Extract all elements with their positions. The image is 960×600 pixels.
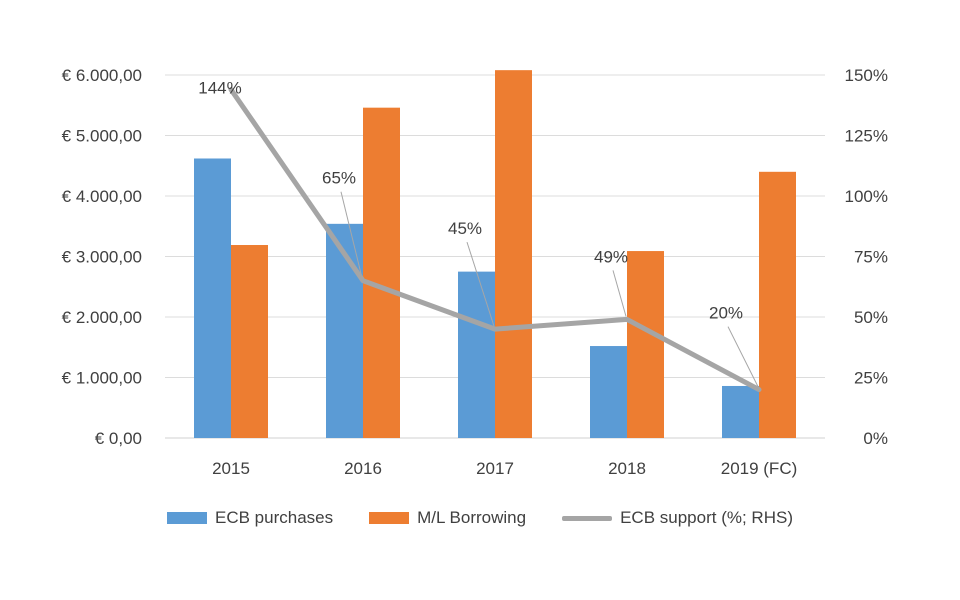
axis-ticks: € 0,00 0% € 1.000,00 25% € 2.000,00 50% € 3.00…: [62, 66, 888, 478]
support-line: [228, 87, 762, 393]
x-tick-label: 2016: [344, 459, 382, 478]
data-label: 144%: [198, 79, 241, 98]
legend-swatch-ecb-support: [562, 515, 613, 521]
y-left-tick-label: € 6.000,00: [62, 66, 142, 85]
bar-ecb-purchases: [194, 158, 231, 439]
x-tick-label: 2017: [476, 459, 514, 478]
label-leader-line: [466, 241, 495, 327]
legend-item-ml-borrowing: M/L Borrowing: [369, 508, 526, 528]
bar-m-l-borrowing: [231, 245, 268, 438]
data-label: 45%: [448, 219, 482, 238]
bar-m-l-borrowing: [363, 107, 400, 439]
legend-item-ecb-support: ECB support (%; RHS): [562, 508, 793, 528]
y-left-tick-label: € 0,00: [95, 429, 142, 448]
bars: [194, 70, 796, 439]
y-right-tick-label: 25%: [854, 369, 888, 388]
label-leader-line: [727, 326, 759, 387]
bar-m-l-borrowing: [759, 171, 796, 439]
y-right-tick-label: 150%: [845, 66, 888, 85]
legend: ECB purchases M/L Borrowing ECB support …: [0, 503, 960, 533]
label-leader-line: [612, 270, 627, 317]
x-tick-label: 2018: [608, 459, 646, 478]
y-left-tick-label: € 2.000,00: [62, 308, 142, 327]
data-label: 49%: [594, 247, 628, 266]
bar-ecb-purchases: [326, 223, 363, 438]
y-left-tick-label: € 3.000,00: [62, 248, 142, 267]
label-leader-line: [340, 191, 363, 278]
line-ecb-support: [228, 87, 762, 393]
legend-label-ecb-support: ECB support (%; RHS): [620, 508, 793, 527]
bar-m-l-borrowing: [495, 70, 532, 438]
x-tick-label: 2019 (FC): [721, 459, 798, 478]
legend-item-ecb-purchases: ECB purchases: [167, 508, 333, 528]
data-label: 20%: [709, 304, 743, 323]
x-tick-label: 2015: [212, 459, 250, 478]
bar-ecb-purchases: [458, 271, 495, 438]
y-right-tick-label: 125%: [845, 127, 888, 146]
y-right-tick-label: 100%: [845, 187, 888, 206]
bar-m-l-borrowing: [627, 251, 664, 438]
y-left-tick-label: € 5.000,00: [62, 127, 142, 146]
data-label: 65%: [322, 169, 356, 188]
y-left-tick-label: € 1.000,00: [62, 369, 142, 388]
y-left-tick-label: € 4.000,00: [62, 187, 142, 206]
legend-swatch-ecb-purchases: [167, 512, 207, 524]
y-right-tick-label: 50%: [854, 308, 888, 327]
label-leaders: [340, 191, 759, 387]
bar-ecb-purchases: [722, 385, 759, 438]
y-right-tick-label: 75%: [854, 248, 888, 267]
bar-ecb-purchases: [590, 346, 627, 438]
legend-label-ecb-purchases: ECB purchases: [215, 508, 334, 527]
legend-label-ml-borrowing: M/L Borrowing: [417, 508, 527, 527]
legend-swatch-ml-borrowing: [369, 512, 410, 524]
y-right-tick-label: 0%: [863, 429, 888, 448]
data-labels: 144% 65% 45% 49% 20%: [198, 79, 743, 323]
